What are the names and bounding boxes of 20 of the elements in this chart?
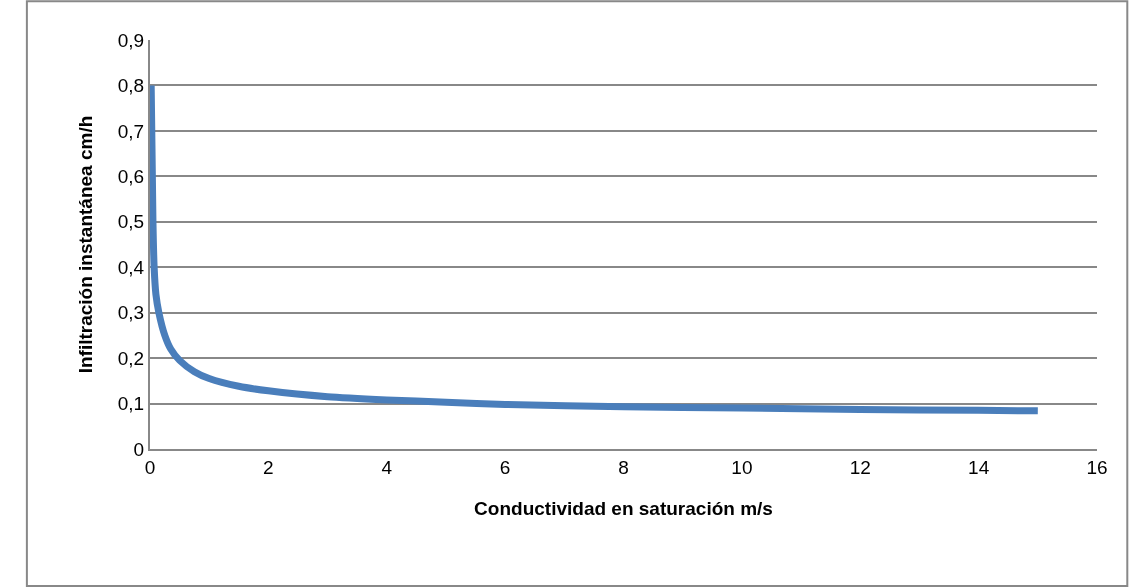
y-tick-label: 0 [133,438,145,460]
x-tick-label: 10 [731,456,753,478]
y-tick-label: 0,4 [117,256,145,278]
y-tick-label: 0,5 [117,211,145,233]
y-tick-label: 0,2 [117,347,145,369]
y-axis-title: Infiltración instantánea cm/h [75,115,97,374]
x-tick-label: 12 [849,456,871,478]
y-tick-label: 0,9 [117,29,145,51]
x-tick-label: 2 [263,456,274,478]
y-tick-label: 0,3 [117,302,145,324]
y-tick-label: 0,7 [117,120,145,142]
y-tick-label: 0,8 [117,75,145,97]
x-tick-label: 6 [499,456,511,478]
x-tick-label: 16 [1086,456,1108,478]
y-tick-label: 0,6 [117,165,145,187]
y-tick-label: 0,1 [117,393,145,415]
x-tick-label: 4 [381,456,393,478]
x-tick-label: 8 [618,456,629,478]
x-axis-title: Conductividad en saturación m/s [474,498,773,520]
x-tick-label: 14 [968,456,990,478]
